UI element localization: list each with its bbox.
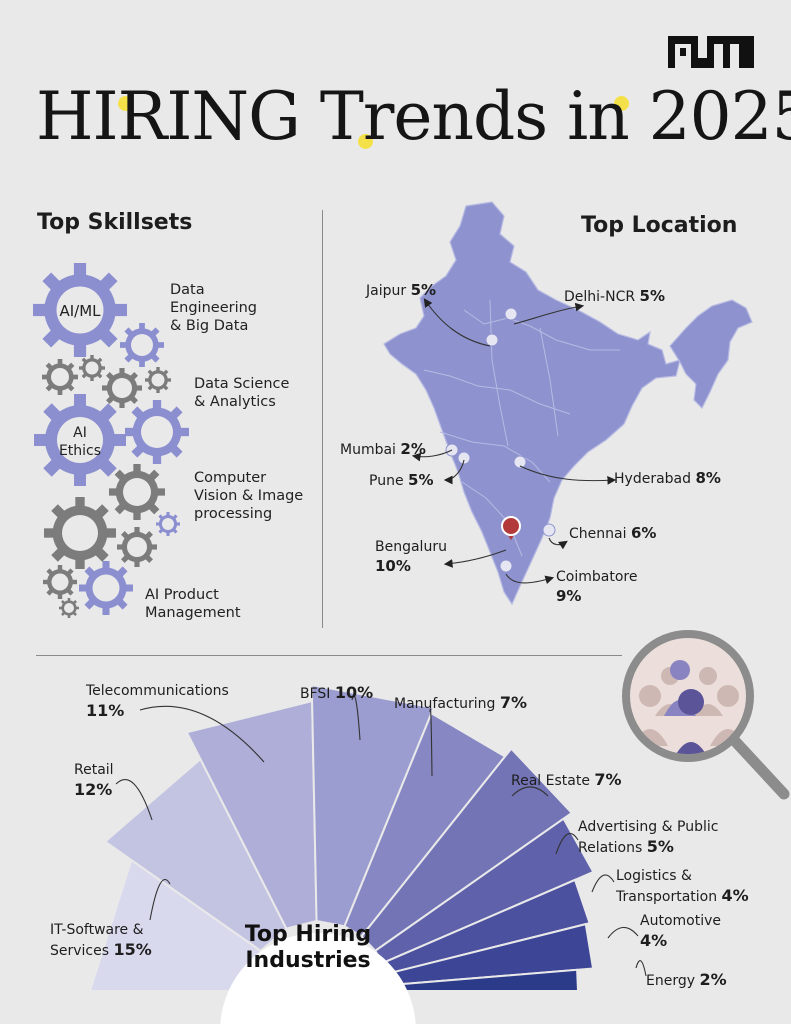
- industry-leader-3: [351, 695, 361, 741]
- gear-label-ethics-2: Ethics: [59, 443, 101, 459]
- industry-label-0: IT-Software & Services 15%: [50, 922, 152, 959]
- industry-label-8: Automotive 4%: [640, 913, 721, 950]
- industry-leader-1: [115, 779, 153, 821]
- gear-label-aiml: AI/ML: [59, 302, 101, 320]
- location-label-delhi-ncr: Delhi-NCR 5%: [564, 287, 665, 305]
- industry-label-6: Advertising & Public Relations 5%: [578, 819, 719, 856]
- industry-label-5: Real Estate 7%: [511, 770, 622, 789]
- location-heading: Top Location: [581, 213, 738, 238]
- industry-label-2: Telecommunications 11%: [86, 683, 229, 720]
- magnifier-people-icon: [622, 630, 790, 800]
- location-label-chennai: Chennai 6%: [569, 524, 657, 542]
- vertical-divider: [322, 210, 323, 628]
- industry-label-9: Energy 2%: [646, 970, 727, 989]
- skills-heading: Top Skillsets: [37, 210, 193, 235]
- location-leader-lines: [411, 298, 617, 585]
- skill-item: AI Product Management: [145, 587, 241, 621]
- location-label-pune: Pune 5%: [369, 471, 434, 489]
- industry-leader-0: [149, 879, 171, 921]
- skill-item: Computer Vision & Image processing: [194, 470, 304, 522]
- location-label-mumbai: Mumbai 2%: [340, 440, 426, 458]
- chart-slice-5: [360, 747, 574, 953]
- industries-chart: [88, 683, 647, 1024]
- industry-label-4: Manufacturing 7%: [394, 693, 528, 712]
- horizontal-divider: [36, 655, 622, 656]
- aim-logo: [668, 36, 754, 68]
- gear-label-ethics-1: AI: [73, 425, 87, 441]
- industry-leader-2: [139, 705, 265, 763]
- industry-leader-7: [591, 874, 615, 893]
- location-label-hyderabad: Hyderabad 8%: [614, 469, 721, 487]
- industry-label-7: Logistics & Transportation 4%: [616, 868, 749, 905]
- industry-label-1: Retail 12%: [74, 762, 114, 799]
- chart-slice-3: [310, 683, 436, 928]
- india-map: [383, 201, 753, 606]
- location-label-bengaluru: Bengaluru 10%: [375, 539, 447, 575]
- industry-leader-9: [635, 960, 647, 977]
- industry-leader-6: [555, 832, 579, 855]
- skill-item: Data Science & Analytics: [194, 376, 290, 410]
- gears-graphic: AI/ML AI Ethics: [33, 263, 189, 618]
- skill-item: Data Engineering & Big Data: [170, 282, 257, 334]
- chart-center-label: Top Hiring Industries: [244, 922, 372, 973]
- industry-leader-8: [607, 926, 639, 939]
- industry-label-3: BFSI 10%: [300, 683, 374, 702]
- location-label-coimbatore: Coimbatore 9%: [556, 569, 638, 605]
- industry-leader-5: [511, 786, 549, 797]
- location-label-jaipur: Jaipur 5%: [366, 281, 437, 299]
- industry-leader-4: [429, 708, 433, 777]
- chart-center: [220, 933, 416, 1024]
- page-title: HIRING Trends in 2025: [36, 78, 791, 155]
